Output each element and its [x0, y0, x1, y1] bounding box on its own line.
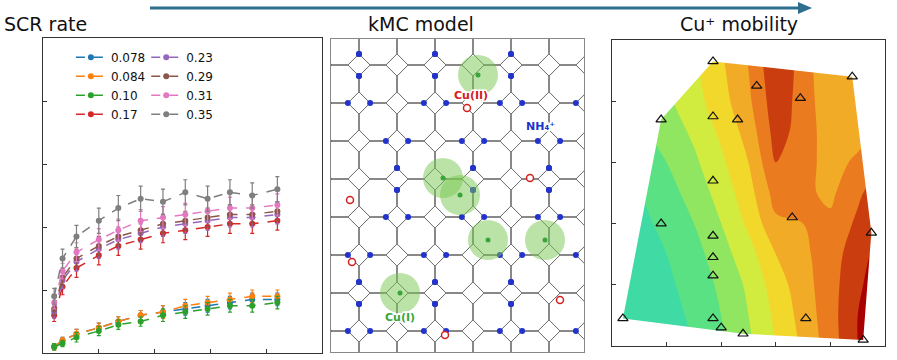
svg-text:Cu(I): Cu(I)	[385, 311, 415, 324]
svg-text:0.084: 0.084	[111, 70, 145, 84]
svg-text:kMC model: kMC model	[368, 13, 474, 35]
svg-text:0.17: 0.17	[111, 108, 138, 122]
svg-text:SCR rate: SCR rate	[4, 13, 87, 35]
svg-text:0.078: 0.078	[111, 51, 145, 65]
svg-text:0.31: 0.31	[186, 89, 213, 103]
svg-text:0.23: 0.23	[186, 51, 213, 65]
svg-text:0.35: 0.35	[186, 108, 213, 122]
svg-text:0.10: 0.10	[111, 89, 138, 103]
svg-text:Cu(II): Cu(II)	[454, 89, 488, 102]
svg-text:0.29: 0.29	[186, 70, 213, 84]
svg-text:NH₄⁺: NH₄⁺	[526, 120, 555, 133]
svg-text:Cu⁺ mobility: Cu⁺ mobility	[680, 13, 798, 35]
